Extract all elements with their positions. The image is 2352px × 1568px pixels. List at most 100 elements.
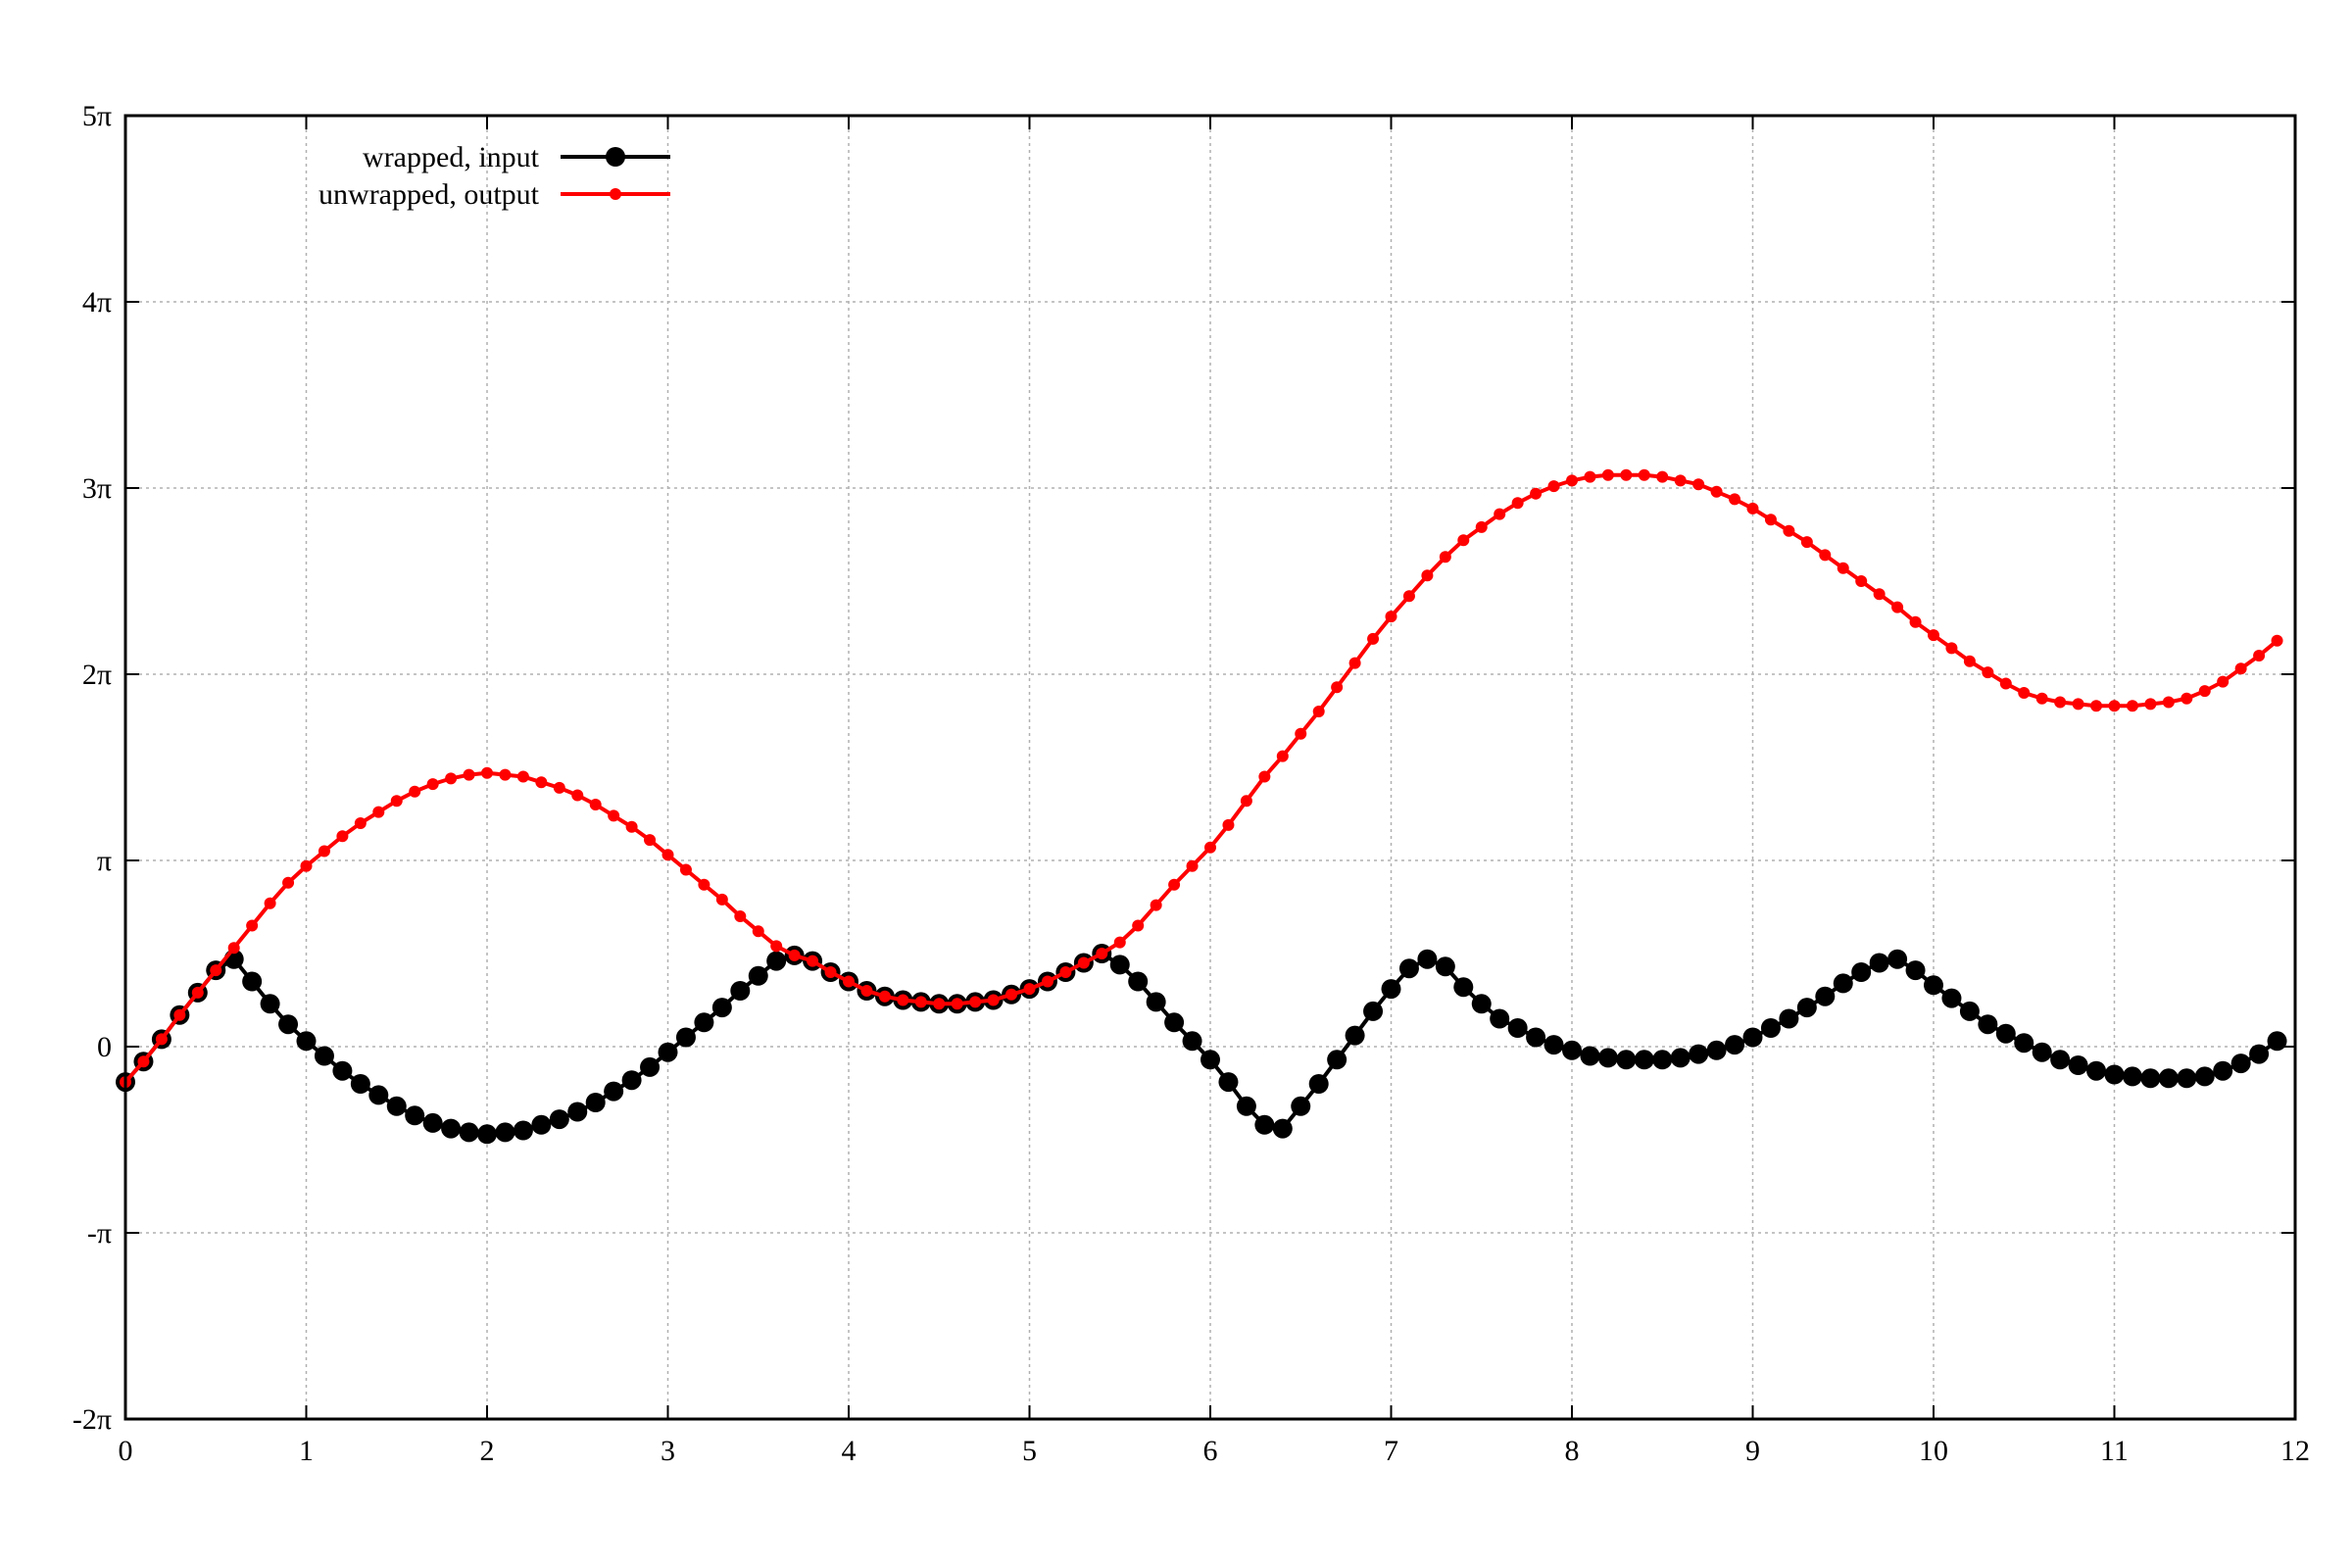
data-point: [1945, 642, 1958, 655]
data-point: [843, 975, 855, 988]
data-point: [390, 795, 403, 808]
x-tick-label: 5: [1022, 1435, 1037, 1467]
data-point: [987, 994, 1000, 1006]
data-point: [260, 994, 280, 1014]
data-point: [409, 785, 421, 798]
data-point: [422, 1112, 443, 1133]
data-point: [914, 996, 927, 1008]
data-point: [137, 1055, 150, 1068]
data-point: [1692, 478, 1705, 491]
data-point: [969, 996, 982, 1008]
data-point: [1511, 497, 1524, 510]
data-point: [625, 820, 638, 833]
data-point: [698, 878, 710, 891]
data-point: [1652, 1050, 1673, 1070]
data-point: [1276, 750, 1289, 762]
data-point: [2144, 698, 2157, 710]
data-point: [2122, 1066, 2142, 1087]
data-point: [675, 1027, 696, 1048]
data-point: [2126, 700, 2138, 712]
data-point: [640, 1056, 661, 1077]
data-point: [1674, 474, 1687, 487]
data-point: [1128, 971, 1149, 992]
legend-label: wrapped, input: [363, 141, 540, 173]
data-point: [1240, 795, 1252, 808]
data-point: [1132, 919, 1145, 932]
data-point: [1746, 502, 1759, 514]
data-point: [173, 1008, 186, 1021]
data-point: [1729, 493, 1741, 506]
data-point: [1381, 979, 1401, 1000]
data-point: [513, 1120, 533, 1141]
data-point: [2213, 1060, 2233, 1081]
data-point: [1272, 1118, 1293, 1139]
data-point: [752, 925, 764, 938]
data-point: [300, 859, 313, 872]
x-tick-label: 9: [1745, 1435, 1760, 1467]
data-point: [1725, 1035, 1745, 1055]
data-point: [1041, 975, 1054, 988]
data-point: [1168, 878, 1181, 891]
data-point: [481, 766, 493, 779]
data-point: [2050, 1050, 2071, 1070]
data-point: [2054, 696, 2067, 709]
data-point: [553, 781, 565, 794]
data-point: [191, 986, 204, 999]
data-point: [549, 1109, 569, 1130]
data-point: [516, 770, 529, 783]
data-point: [824, 966, 837, 978]
x-tick-label: 2: [480, 1435, 495, 1467]
x-tick-label: 10: [1919, 1435, 1948, 1467]
data-point: [2217, 675, 2230, 688]
data-point: [1113, 936, 1126, 949]
data-point: [1638, 468, 1650, 481]
data-point: [499, 768, 512, 781]
legend-label: unwrapped, output: [318, 178, 540, 211]
grid-lines: [125, 116, 2295, 1419]
data-point: [1941, 988, 1962, 1008]
legend-marker-swatch: [610, 188, 621, 200]
data-point: [2267, 1031, 2287, 1052]
data-point: [246, 919, 259, 932]
x-tick-label: 11: [2100, 1435, 2129, 1467]
data-point: [1150, 899, 1162, 911]
data-point: [658, 1042, 678, 1062]
data-point: [405, 1105, 425, 1126]
series-wrapped-input: [116, 944, 2287, 1145]
data-point: [585, 1093, 606, 1112]
data-point: [1905, 960, 1926, 981]
data-point: [1601, 468, 1614, 481]
data-point: [1887, 949, 1908, 969]
data-point: [386, 1096, 407, 1116]
data-point: [336, 830, 349, 843]
data-point: [1891, 601, 1904, 613]
data-point: [2090, 700, 2103, 712]
data-point: [1909, 615, 1922, 628]
data-point: [1530, 487, 1543, 500]
data-point: [897, 994, 909, 1006]
data-point: [314, 1046, 334, 1066]
data-point: [1995, 1023, 2016, 1044]
data-point: [2271, 634, 2283, 647]
data-point: [1345, 1025, 1365, 1046]
data-point: [1800, 536, 1813, 549]
data-point: [1620, 468, 1633, 481]
data-point: [354, 817, 367, 829]
data-point: [1059, 966, 1072, 978]
data-point: [711, 998, 732, 1018]
data-point: [567, 1102, 588, 1122]
data-point: [1398, 958, 1419, 979]
data-point: [1634, 1050, 1654, 1070]
data-point: [1815, 986, 1836, 1006]
data-point: [264, 897, 276, 909]
data-point: [1982, 666, 1994, 679]
data-point: [1978, 1014, 1998, 1035]
data-point: [770, 940, 783, 953]
data-point: [1457, 534, 1470, 547]
data-point: [694, 1012, 714, 1033]
y-tick-label: -π: [87, 1217, 112, 1250]
data-point: [2035, 692, 2048, 705]
data-point: [951, 998, 963, 1010]
data-point: [1421, 569, 1434, 582]
